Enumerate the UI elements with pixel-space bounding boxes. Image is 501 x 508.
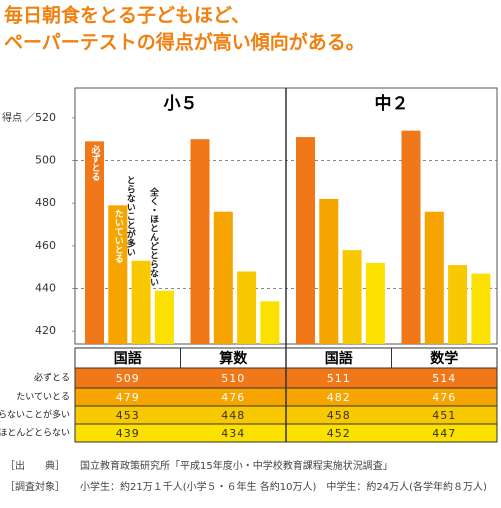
y-tick-label: 480 bbox=[35, 196, 56, 209]
table-cell: 453 bbox=[116, 409, 140, 422]
table-column-header: 国語 bbox=[114, 350, 142, 367]
bar bbox=[448, 265, 468, 344]
bar bbox=[401, 130, 421, 344]
y-tick-label: 440 bbox=[35, 282, 56, 295]
table-row-label: 全く・ほとんどとらない bbox=[0, 427, 70, 439]
group-label: 中２ bbox=[375, 93, 409, 114]
footnote-label: ［調査対象］ bbox=[5, 480, 65, 493]
bar bbox=[342, 250, 362, 344]
bar bbox=[237, 271, 257, 344]
y-tick-label: 520 bbox=[35, 111, 56, 124]
y-tick-label: 500 bbox=[35, 154, 56, 167]
bar bbox=[131, 260, 151, 344]
table-cell: 452 bbox=[327, 427, 351, 440]
table-cell: 479 bbox=[116, 391, 140, 404]
y-axis-label: 得点 ／ bbox=[2, 112, 35, 124]
table-cell: 448 bbox=[221, 409, 245, 422]
bar-series-label: 必ずとる bbox=[90, 144, 102, 181]
table-cell: 510 bbox=[221, 372, 245, 385]
table-cell: 451 bbox=[432, 409, 456, 422]
table-column-header: 数学 bbox=[430, 350, 458, 367]
bar bbox=[154, 290, 174, 344]
table-column-header: 算数 bbox=[219, 350, 248, 367]
footnote-text: 小学生：約21万１千人(小学５・６年生 各約10万人) 中学生：約24万人(各学… bbox=[80, 480, 487, 493]
table-column-header: 国語 bbox=[325, 350, 353, 367]
chart-title: ペーパーテストの得点が高い傾向がある。 bbox=[4, 31, 365, 54]
table-cell: 458 bbox=[327, 409, 351, 422]
table-row-label: たいていとる bbox=[16, 392, 70, 403]
table-cell: 447 bbox=[432, 427, 456, 440]
table-cell: 482 bbox=[327, 391, 351, 404]
table-row-label: とらないことが多い bbox=[0, 409, 70, 421]
table-cell: 509 bbox=[116, 372, 140, 385]
bar-series-label: たいていとる bbox=[113, 209, 124, 263]
bar bbox=[190, 139, 210, 344]
bar bbox=[85, 141, 104, 344]
bar bbox=[296, 137, 315, 344]
y-tick-label: 420 bbox=[35, 324, 56, 337]
bar bbox=[471, 273, 491, 344]
group-label: 小５ bbox=[164, 94, 198, 114]
bar bbox=[424, 211, 444, 344]
footnote-label: ［出 典］ bbox=[5, 459, 65, 472]
bar-series-label: 全く・ほとんどとらない bbox=[148, 187, 160, 287]
bar bbox=[365, 262, 385, 344]
chart-title: 毎日朝食をとる子どもほど、 bbox=[4, 4, 250, 27]
table-cell: 511 bbox=[327, 372, 351, 385]
bar bbox=[108, 205, 128, 344]
y-tick-label: 460 bbox=[35, 239, 56, 252]
table-cell: 514 bbox=[432, 372, 456, 385]
bar bbox=[213, 211, 233, 344]
table-cell: 439 bbox=[116, 427, 140, 440]
footnote-text: 国立教育政策研究所「平成15年度小・中学校教育課程実施状況調査」 bbox=[80, 459, 393, 472]
bar bbox=[260, 301, 280, 344]
table-cell: 476 bbox=[221, 391, 245, 404]
bar bbox=[319, 198, 339, 344]
table-cell: 434 bbox=[221, 427, 245, 440]
bar-series-label: とらないことが多い bbox=[125, 176, 136, 257]
table-cell: 476 bbox=[432, 391, 456, 404]
table-row-label: 必ずとる bbox=[34, 372, 70, 384]
